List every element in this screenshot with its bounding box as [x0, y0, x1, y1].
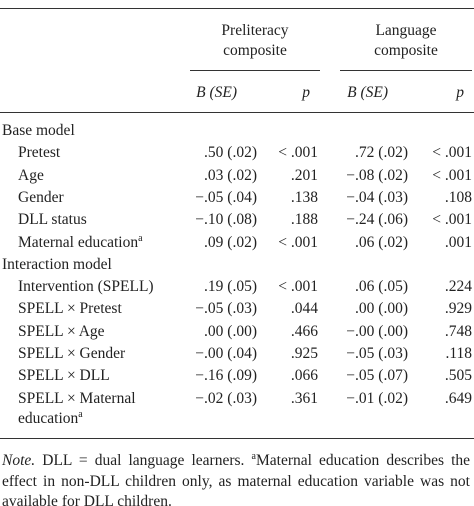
column-head: B (SE) [347, 84, 388, 101]
cell: < .001 [278, 144, 318, 162]
row-label: SPELL × Maternal educationa [18, 389, 168, 429]
section-label: Base model [2, 122, 75, 139]
cell: −.24 (.06) [346, 211, 408, 229]
cell: .72 (.02) [355, 144, 408, 162]
row-label-text: SPELL × DLL [18, 367, 110, 385]
section-label: Interaction model [2, 255, 112, 273]
column-head: B (SE) [196, 84, 237, 101]
cell: .748 [444, 322, 472, 340]
cell: −.02 (.03) [195, 389, 257, 407]
cell: −.00 (.04) [195, 345, 257, 362]
column-group: Preliteracy composite [221, 22, 289, 59]
row-label: SPELL × Gender [18, 344, 168, 364]
row-label: Gender [18, 188, 168, 208]
row-label-text: SPELL × Pretest [18, 300, 122, 318]
row-label: DLL status [18, 210, 168, 230]
bottom-rule [0, 438, 474, 439]
cell: < .001 [432, 144, 472, 162]
cell: .201 [290, 166, 318, 184]
cell: .188 [290, 211, 318, 229]
cell: .09 (.02) [204, 233, 257, 251]
row-label-text: SPELL × Gender [18, 345, 126, 362]
table-note: Note. DLL = dual language learners. aMat… [2, 451, 470, 506]
footnote-marker: a [78, 408, 83, 420]
cell: −.05 (.07) [346, 367, 408, 385]
cell: .50 (.02) [204, 144, 257, 162]
cell: .929 [444, 300, 472, 318]
row-label: Intervention (SPELL) [18, 277, 168, 297]
group-rule [190, 70, 320, 71]
cell: .066 [290, 367, 318, 385]
top-rule [0, 8, 474, 9]
note-rest: Maternal education describes the effect … [2, 452, 471, 506]
cell: −.16 (.09) [195, 367, 257, 385]
cell: < .001 [278, 278, 318, 296]
cell: .466 [290, 322, 318, 340]
cell: < .001 [432, 211, 472, 229]
row-label-text: Maternal education [18, 233, 139, 251]
cell: −.08 (.02) [346, 166, 408, 184]
group-rule [340, 70, 472, 71]
cell: < .001 [432, 166, 472, 184]
cell: .00 (.00) [355, 300, 408, 318]
cell: .06 (.02) [355, 233, 408, 251]
cell: .19 (.05) [204, 278, 257, 296]
note-marker: a [251, 451, 256, 462]
cell: .108 [444, 188, 472, 206]
column-group: Language composite [374, 22, 438, 59]
cell: .138 [290, 188, 318, 206]
column-head: p [456, 84, 464, 101]
note-lead: Note. [2, 452, 36, 469]
cell: .001 [444, 233, 472, 251]
cell: .224 [444, 278, 472, 296]
row-label: Maternal educationa [18, 233, 168, 253]
row-label-text: DLL status [18, 211, 87, 229]
cell: −.01 (.02) [346, 389, 408, 407]
row-label-text: SPELL × Maternal education [18, 389, 136, 427]
cell: −.04 (.03) [346, 188, 408, 206]
row-label: Age [18, 166, 168, 186]
row-label: SPELL × Pretest [18, 299, 168, 319]
row-label-text: Gender [18, 188, 64, 206]
cell: −.00 (.00) [346, 322, 408, 340]
head-rule [0, 112, 474, 113]
cell: −.05 (.03) [195, 300, 257, 318]
cell: .925 [290, 345, 318, 362]
row-label-text: Intervention (SPELL) [18, 278, 154, 296]
row-label-text: Pretest [18, 144, 61, 162]
row-label-text: SPELL × Age [18, 322, 105, 340]
cell: < .001 [278, 233, 318, 251]
row-label: SPELL × DLL [18, 366, 168, 386]
cell: −.10 (.08) [195, 211, 257, 229]
row-label: Pretest [18, 143, 168, 163]
note-text: DLL = dual language learners. [42, 452, 245, 469]
row-label-text: Age [18, 166, 44, 184]
cell: .649 [444, 389, 472, 407]
cell: .044 [290, 300, 318, 318]
cell: .03 (.02) [204, 166, 257, 184]
cell: .118 [445, 345, 472, 362]
cell: .361 [290, 389, 318, 407]
cell: −.05 (.04) [195, 188, 257, 206]
cell: .06 (.05) [355, 278, 408, 296]
footnote-marker: a [138, 232, 143, 244]
cell: −.05 (.03) [346, 345, 408, 362]
cell: .00 (.00) [204, 322, 257, 340]
column-head: p [302, 84, 310, 101]
row-label: SPELL × Age [18, 322, 168, 342]
cell: .505 [444, 367, 472, 385]
